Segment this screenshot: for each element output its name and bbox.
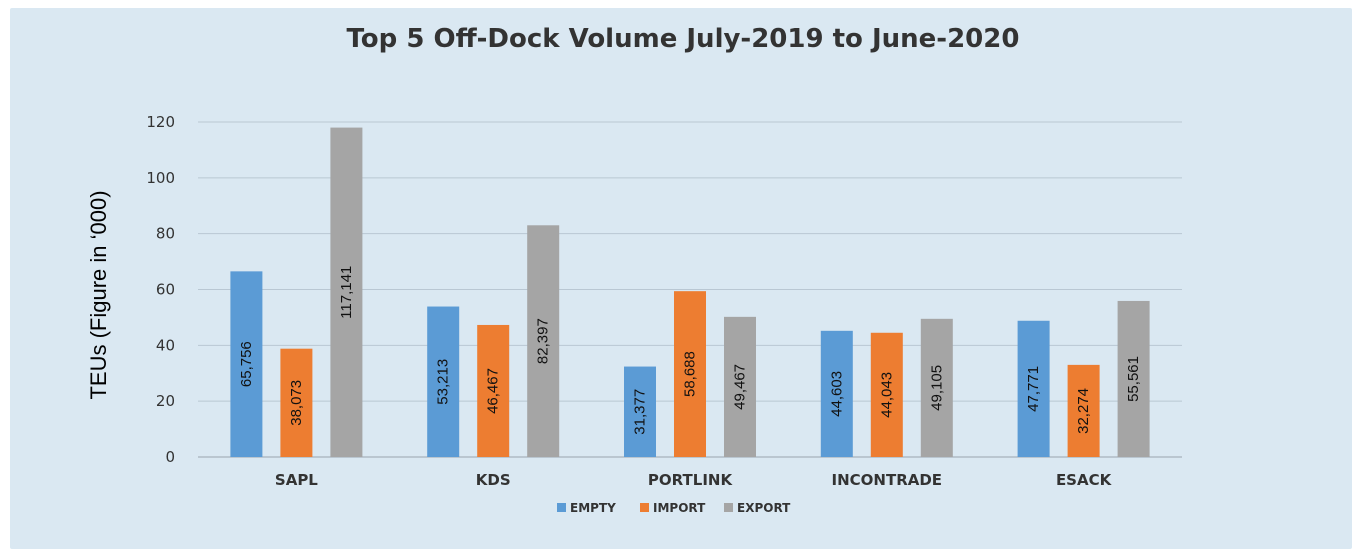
x-axis-categories: SAPL KDS PORTLINK INCONTRADE ESACK [275,471,1113,489]
bar-export [527,225,560,457]
data-label: 49,467 [732,364,749,410]
y-tick-label: 20 [156,392,175,410]
x-category-label: ESACK [1056,471,1113,489]
data-label: 65,756 [238,341,255,387]
y-axis-label: TEUs (Figure in ‘000) [86,190,111,399]
data-label: 44,603 [828,371,845,417]
data-label: 44,043 [878,372,895,418]
data-label: 38,073 [288,380,305,426]
bar-export [330,127,363,457]
y-tick-label: 100 [146,169,175,187]
data-label: 55,561 [1125,356,1142,402]
legend-swatch-export [724,503,733,512]
bars [230,127,1150,457]
data-label: 47,771 [1025,366,1042,412]
bar-import [1067,364,1100,457]
bar-export [920,318,953,457]
y-tick-label: 80 [156,225,175,243]
x-category-label: PORTLINK [648,471,734,489]
legend: EMPTY IMPORT EXPORT [557,501,791,515]
chart-card: Top 5 Off-Dock Volume July-2019 to June-… [10,8,1352,549]
legend-label: EMPTY [570,501,616,515]
y-tick-label: 0 [165,448,175,466]
bar-export [1117,300,1150,457]
y-axis-ticks: 0 20 40 60 80 100 120 [146,113,175,466]
data-label: 58,688 [682,351,699,397]
legend-label: IMPORT [653,501,706,515]
y-tick-label: 120 [146,113,175,131]
bar-import [870,332,903,457]
bar-empty [1017,320,1050,457]
data-label: 117,141 [338,266,355,319]
bar-empty [427,306,460,457]
bar-chart: Top 5 Off-Dock Volume July-2019 to June-… [86,24,1182,515]
bar-empty [820,330,853,457]
bar-empty [624,366,656,457]
legend-label: EXPORT [737,501,791,515]
data-labels: 65,756 38,073 117,141 53,213 46,467 82,397 31,… [238,266,1142,435]
data-label: 46,467 [485,368,502,414]
bar-import [674,291,706,457]
chart-title: Top 5 Off-Dock Volume July-2019 to June-… [347,24,1020,54]
data-label: 82,397 [535,318,552,364]
data-label: 31,377 [632,389,649,435]
data-label: 32,274 [1075,388,1092,434]
x-category-label: SAPL [275,471,318,489]
bar-import [280,348,313,457]
bar-export [724,316,756,457]
x-category-label: INCONTRADE [832,471,943,489]
legend-swatch-import [640,503,649,512]
bar-import [477,324,510,457]
data-label: 49,105 [928,365,945,411]
bar-empty [230,271,263,457]
y-tick-label: 60 [156,281,175,299]
legend-swatch-empty [557,503,566,512]
data-label: 53,213 [435,359,452,405]
y-tick-label: 40 [156,336,175,354]
x-category-label: KDS [476,471,511,489]
